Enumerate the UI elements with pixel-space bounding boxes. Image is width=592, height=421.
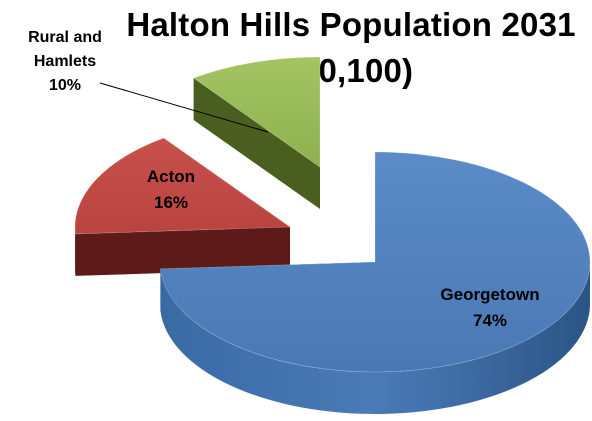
- slice-label-acton: Acton: [147, 167, 195, 186]
- slice-rural-and-hamlets: [192, 56, 321, 209]
- slice-georgetown: [159, 151, 591, 414]
- rural-leader-line: [99, 82, 269, 133]
- slice-top-0: [159, 151, 591, 373]
- slice-acton: [74, 137, 292, 276]
- slice-top-1: [74, 137, 292, 235]
- slice-rim-0: [160, 262, 590, 414]
- rural-label-line1: Rural and: [28, 29, 102, 46]
- chart-title: Halton Hills Population 2031: [126, 6, 576, 43]
- slice-value-acton: 16%: [154, 193, 188, 212]
- rural-label-line2: Hamlets: [33, 53, 97, 70]
- slice-top-2: [192, 56, 321, 168]
- slice-value-georgetown: 74%: [473, 311, 507, 330]
- slice-label-georgetown: Georgetown: [440, 285, 539, 304]
- rural-label-pct: 10%: [48, 77, 82, 94]
- slice-wall-1-0: [75, 227, 290, 276]
- slice-wall-2-0: [193, 78, 320, 209]
